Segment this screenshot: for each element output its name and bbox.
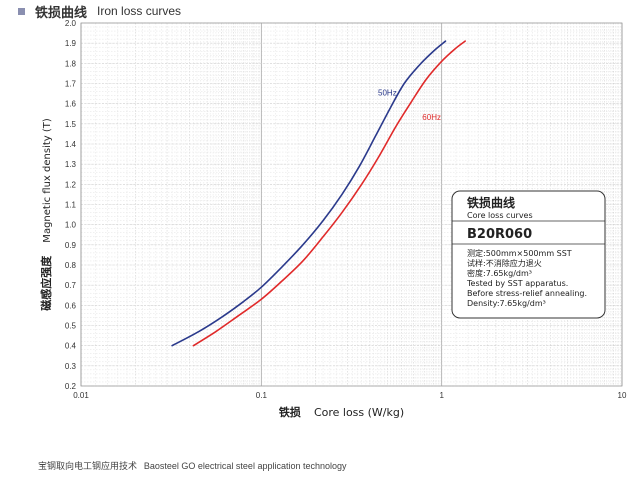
header-title-en: Iron loss curves [97,4,182,18]
x-tick-label: 1 [439,391,444,400]
x-axis-title: 铁损 Core loss (W/kg) [279,401,404,420]
info-box-line: Before stress-relief annealing. [467,289,587,298]
y-tick-label: 0.9 [65,241,77,250]
y-tick-label: 1.8 [65,59,77,68]
x-axis-ticks: 0.01 0.1 1 10 [73,391,627,400]
info-box: 铁损曲线 Core loss curves B20R060 测定:500mm×5… [451,190,606,319]
info-box-line: 测定:500mm×500mm SST [467,248,572,258]
series-label-50hz: 50Hz [378,89,397,98]
info-box-line: Tested by SST apparatus. [466,279,568,288]
footer-text-en: Baosteel GO electrical steel application… [143,461,347,471]
y-tick-label: 1.2 [65,180,77,189]
plot-frame [80,22,623,387]
x-tick-label: 10 [618,391,627,400]
y-axis-title-en: Magnetic flux density (T) [42,118,53,243]
info-box-frame [451,190,606,319]
y-tick-label: 0.3 [65,362,77,371]
y-axis-title-zh: 磁感应强度 [39,255,53,311]
y-axis-ticks: 0.2 0.3 0.4 0.5 0.6 0.7 0.8 0.9 1.0 1.1 1.2 1.3 1.4 1… [65,19,77,391]
y-axis-title: 磁感应强度 Magnetic flux density (T) [35,118,54,311]
series-label-60hz: 60Hz [422,113,441,122]
y-tick-label: 0.6 [65,301,77,310]
y-tick-label: 1.7 [65,80,77,89]
series-label-layer: 50Hz 60Hz [378,89,441,122]
y-tick-label: 1.5 [65,120,77,129]
x-axis-title-zh: 铁损 [279,405,301,419]
info-box-line: Density:7.65kg/dm³ [467,299,546,308]
y-tick-label: 0.5 [65,322,77,331]
info-box-title-zh: 铁损曲线 [467,195,515,210]
y-tick-label: 1.9 [65,39,77,48]
series-line-50hz [171,40,447,347]
x-tick-label: 0.01 [73,391,89,400]
series-line-60hz [192,40,466,347]
header-title-zh: 铁损曲线 [35,5,88,21]
y-tick-label: 1.0 [65,221,77,230]
y-tick-label: 2.0 [65,19,77,28]
info-box-line: 试样:不消除应力退火 [467,258,542,268]
info-box-line: 密度:7.65kg/dm³ [467,268,532,278]
y-tick-label: 0.2 [65,382,77,391]
header-square-icon [18,7,25,15]
footer: 宝钢取向电工钢应用技术 Baosteel GO electrical steel… [38,459,347,472]
footer-text-zh: 宝钢取向电工钢应用技术 [38,462,138,472]
series-layer [171,40,466,347]
y-tick-label: 1.6 [65,100,77,109]
y-tick-label: 1.3 [65,160,77,169]
y-tick-label: 1.4 [65,140,77,149]
y-tick-label: 0.7 [65,281,77,290]
x-tick-label: 0.1 [256,391,268,400]
info-box-grade: B20R060 [467,227,532,242]
x-axis-title-en: Core loss (W/kg) [314,406,404,419]
chart-header: 铁损曲线 Iron loss curves [18,2,182,21]
y-tick-label: 0.4 [65,342,77,351]
y-tick-label: 1.1 [65,201,77,210]
info-box-title-en: Core loss curves [467,211,533,220]
y-tick-label: 0.8 [65,261,77,270]
